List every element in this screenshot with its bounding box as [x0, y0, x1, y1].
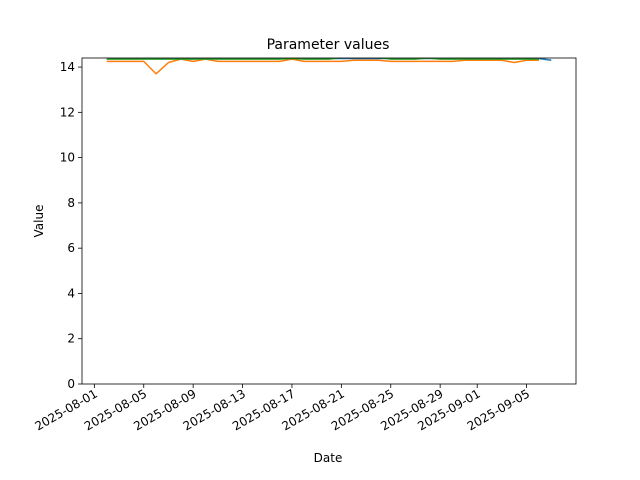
y-tick-label: 12 [60, 105, 75, 119]
y-tick-label: 2 [67, 332, 75, 346]
plot-area [106, 58, 552, 75]
series-line [106, 58, 539, 75]
series-line [106, 58, 539, 60]
y-tick-label: 0 [67, 377, 75, 391]
y-tick-label: 10 [60, 151, 75, 165]
y-axis-label: Value [32, 205, 46, 238]
y-tick-label: 4 [67, 286, 75, 300]
axes-frame [81, 57, 577, 385]
y-tick-label: 14 [60, 60, 75, 74]
chart-title: Parameter values [267, 37, 390, 53]
x-axis-label: Date [314, 451, 343, 465]
y-tick-label: 8 [67, 196, 75, 210]
y-tick-label: 6 [67, 241, 75, 255]
